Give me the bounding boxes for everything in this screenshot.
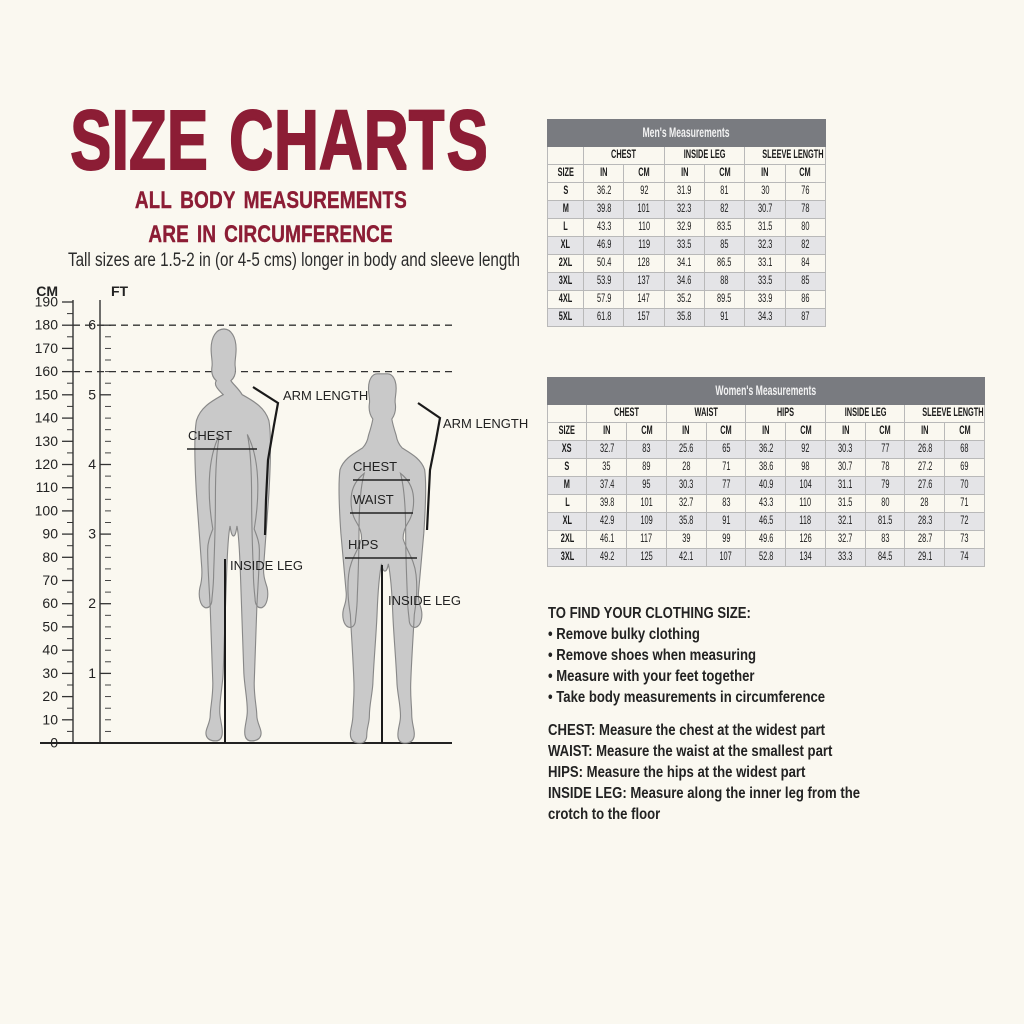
svg-text:3: 3	[88, 526, 96, 542]
svg-text:1: 1	[88, 665, 96, 681]
svg-text:ARM LENGTH: ARM LENGTH	[283, 388, 368, 403]
svg-text:150: 150	[35, 386, 59, 402]
svg-text:110: 110	[36, 479, 59, 495]
svg-text:180: 180	[35, 317, 59, 333]
svg-text:190: 190	[35, 294, 59, 310]
svg-text:ARM LENGTH: ARM LENGTH	[443, 416, 528, 431]
svg-text:170: 170	[35, 340, 59, 356]
svg-text:130: 130	[35, 433, 59, 449]
svg-text:FT: FT	[111, 283, 129, 299]
svg-text:80: 80	[42, 549, 58, 565]
svg-text:60: 60	[42, 595, 58, 611]
svg-text:CHEST: CHEST	[353, 459, 397, 474]
svg-text:90: 90	[42, 526, 58, 542]
svg-text:WAIST: WAIST	[353, 492, 394, 507]
svg-text:70: 70	[42, 572, 58, 588]
svg-text:100: 100	[35, 502, 59, 518]
svg-text:50: 50	[42, 618, 58, 634]
svg-text:20: 20	[42, 688, 58, 704]
svg-text:HIPS: HIPS	[348, 537, 379, 552]
svg-text:160: 160	[35, 363, 59, 379]
svg-text:INSIDE LEG: INSIDE LEG	[388, 593, 461, 608]
svg-text:120: 120	[35, 456, 59, 472]
svg-text:5: 5	[88, 386, 96, 402]
svg-text:10: 10	[42, 711, 58, 727]
svg-text:CHEST: CHEST	[188, 428, 232, 443]
svg-text:140: 140	[35, 410, 59, 426]
svg-text:4: 4	[88, 456, 96, 472]
svg-text:INSIDE LEG: INSIDE LEG	[230, 558, 303, 573]
svg-text:2: 2	[88, 595, 96, 611]
svg-text:40: 40	[42, 642, 58, 658]
svg-text:30: 30	[42, 665, 58, 681]
